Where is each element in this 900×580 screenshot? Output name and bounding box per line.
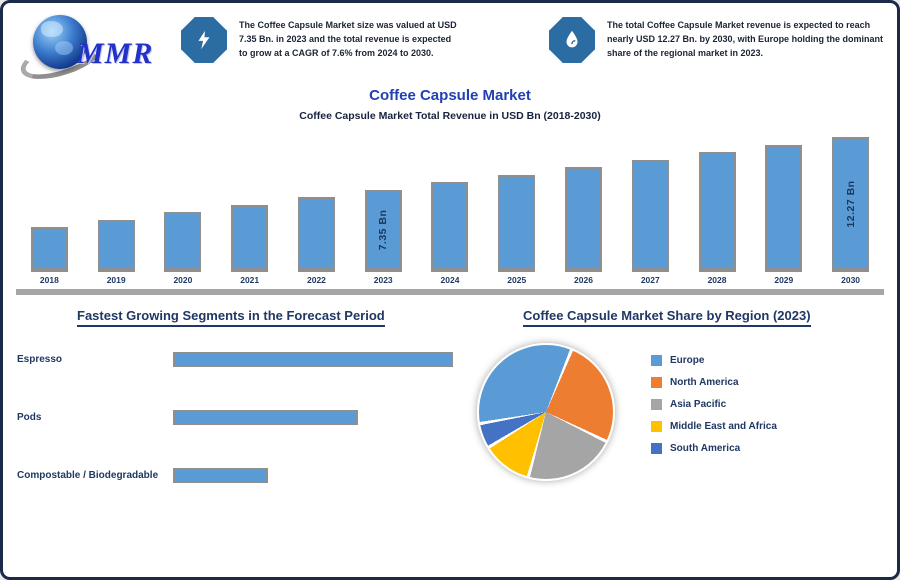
- year-label: 2020: [173, 275, 193, 285]
- year-label: 2024: [440, 275, 460, 285]
- year-label: 2021: [240, 275, 260, 285]
- segment-bar: [173, 468, 269, 483]
- revenue-bar-2027: [631, 159, 669, 272]
- segment-bar-chart: Espresso Pods Compostable / Biodegradable: [17, 351, 465, 484]
- logo-text: MMR: [77, 37, 154, 70]
- year-label: 2018: [39, 275, 59, 285]
- segment-row: Pods: [17, 409, 465, 426]
- revenue-bar-2026: [565, 167, 602, 272]
- revenue-bar-chart: 7.35 Bn 12.27 Bn: [16, 130, 884, 272]
- revenue-bar-2022: [297, 197, 335, 272]
- key-fact-1: The Coffee Capsule Market size was value…: [181, 13, 457, 63]
- key-fact-2-text: The total Coffee Capsule Market revenue …: [607, 20, 884, 58]
- segment-label: Compostable / Biodegradable: [17, 470, 159, 481]
- year-label: 2026: [574, 275, 593, 285]
- bar-slot: 7.35 Bn: [350, 130, 417, 272]
- bar-slot: [483, 130, 550, 272]
- region-share-heading: Coffee Capsule Market Share by Region (2…: [523, 308, 811, 327]
- revenue-bar-2028: [698, 152, 736, 272]
- lower-sections: Fastest Growing Segments in the Forecast…: [3, 307, 897, 525]
- droplet-icon: [566, 30, 578, 48]
- bar-slot: 12.27 Bn: [817, 130, 884, 272]
- legend-label: South America: [670, 443, 741, 454]
- key-fact-1-text: The Coffee Capsule Market size was value…: [239, 20, 457, 58]
- segment-row: Compostable / Biodegradable: [17, 467, 465, 484]
- legend-item: Asia Pacific: [651, 399, 777, 410]
- legend-swatch-icon: [651, 421, 662, 432]
- page-subtitle: Coffee Capsule Market Total Revenue in U…: [299, 110, 601, 122]
- segment-label: Pods: [17, 412, 42, 423]
- year-label: 2029: [774, 275, 794, 285]
- bar-slot: [283, 130, 350, 272]
- legend-label: Europe: [670, 355, 705, 366]
- revenue-bar-2020: [164, 212, 202, 272]
- year-label: 2028: [707, 275, 727, 285]
- bar-slot: [750, 130, 817, 272]
- legend-item: North America: [651, 377, 777, 388]
- legend-swatch-icon: [651, 399, 662, 410]
- bar-slot: [617, 130, 684, 272]
- pie-legend: Europe North America Asia Pacific Middle Ea…: [651, 355, 777, 465]
- page-title: Coffee Capsule Market: [369, 87, 531, 104]
- year-label: 2027: [640, 275, 660, 285]
- bar-slot: [150, 130, 217, 272]
- bar-value-label: 7.35 Bn: [377, 209, 390, 251]
- segment-bar: [173, 352, 453, 367]
- revenue-bar-2030: 12.27 Bn: [832, 137, 870, 272]
- mmr-logo: MMR: [15, 13, 169, 88]
- pie-area: Europe North America Asia Pacific Middle Ea…: [465, 343, 885, 481]
- lightning-icon: [198, 30, 210, 50]
- bar-value-label: 12.27 Bn: [844, 179, 857, 228]
- bar-slot: [550, 130, 617, 272]
- year-label: 2023: [373, 275, 393, 285]
- globe-icon: [33, 15, 87, 69]
- segment-bar: [173, 410, 358, 425]
- year-axis-labels: 2018 2019 2020 2021 2022 2023 2024 2025 2026 2027…: [16, 275, 884, 285]
- revenue-bar-2018: [30, 227, 68, 272]
- bar-slot: [16, 130, 83, 272]
- segments-section: Fastest Growing Segments in the Forecast…: [3, 307, 465, 525]
- segment-label: Espresso: [17, 354, 63, 365]
- revenue-bar-2024: [431, 182, 469, 272]
- revenue-bar-2025: [498, 174, 536, 272]
- bar-slot: [83, 130, 150, 272]
- revenue-bar-2029: [765, 144, 803, 272]
- lightning-badge: [181, 17, 227, 63]
- header: MMR The Coffee Capsule Market size was v…: [3, 3, 897, 88]
- year-label: 2019: [106, 275, 126, 285]
- bar-slot: [684, 130, 751, 272]
- revenue-bar-2023: 7.35 Bn: [364, 189, 402, 272]
- revenue-bar-2021: [231, 204, 269, 272]
- segment-row: Espresso: [17, 351, 465, 368]
- bar-slot: [216, 130, 283, 272]
- key-fact-2: The total Coffee Capsule Market revenue …: [549, 13, 897, 63]
- legend-item: Europe: [651, 355, 777, 366]
- legend-swatch-icon: [651, 355, 662, 366]
- year-label: 2025: [507, 275, 527, 285]
- segments-heading: Fastest Growing Segments in the Forecast…: [77, 308, 385, 327]
- legend-item: Middle East and Africa: [651, 421, 777, 432]
- region-share-section: Coffee Capsule Market Share by Region (2…: [465, 307, 885, 525]
- year-label: 2022: [306, 275, 326, 285]
- droplet-badge: [549, 17, 595, 63]
- legend-swatch-icon: [651, 377, 662, 388]
- x-axis-line: [16, 289, 884, 295]
- year-label: 2030: [841, 275, 861, 285]
- revenue-bar-2019: [97, 219, 135, 272]
- legend-label: North America: [670, 377, 739, 388]
- legend-swatch-icon: [651, 443, 662, 454]
- legend-label: Middle East and Africa: [670, 421, 777, 432]
- legend-item: South America: [651, 443, 777, 454]
- legend-label: Asia Pacific: [670, 399, 727, 410]
- region-pie-chart: [477, 343, 615, 481]
- bar-slot: [417, 130, 484, 272]
